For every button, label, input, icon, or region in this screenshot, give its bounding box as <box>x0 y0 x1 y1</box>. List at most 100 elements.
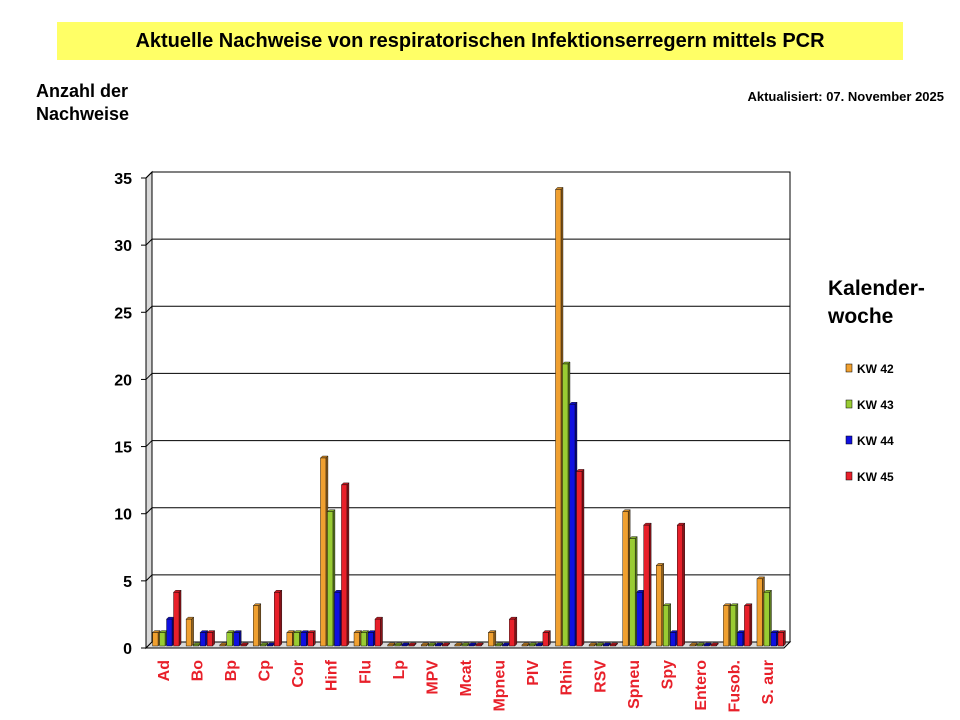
gridline-diagonal <box>145 373 153 380</box>
bar-side <box>548 630 551 647</box>
bar-side <box>648 522 652 647</box>
bar <box>454 644 461 647</box>
bar <box>677 524 683 647</box>
gridline-diagonal <box>145 305 153 313</box>
bar <box>267 644 273 647</box>
bar-side <box>493 630 497 647</box>
chart-title-box: Aktuelle Nachweise von respiratorischen … <box>57 22 903 60</box>
updated-date: Aktualisiert: 07. November 2025 <box>747 89 944 104</box>
bar <box>166 618 173 647</box>
bar <box>253 605 259 647</box>
bar-side <box>514 616 518 647</box>
bar <box>730 605 737 647</box>
gridline-diagonal <box>145 440 153 447</box>
bar <box>588 644 595 647</box>
bar <box>240 644 247 647</box>
bar <box>226 632 233 647</box>
bar <box>609 644 616 647</box>
bar-side <box>238 630 242 647</box>
x-tick-label: Fusob. <box>727 660 744 712</box>
bar <box>260 644 266 647</box>
gridline-diagonal <box>145 238 153 246</box>
x-tick-label: Cp <box>257 660 274 682</box>
bar <box>420 644 427 647</box>
bar <box>334 592 341 647</box>
bar <box>233 632 240 647</box>
x-tick-label: Mcat <box>458 659 475 696</box>
x-tick-label: S. aur <box>760 660 777 704</box>
bar-side <box>178 589 182 647</box>
bar <box>569 404 576 647</box>
bar <box>401 644 408 647</box>
bar <box>622 511 629 647</box>
bar-side <box>581 468 585 647</box>
bar <box>656 565 662 647</box>
bar <box>756 578 763 647</box>
bar <box>777 632 784 647</box>
bar <box>408 644 415 647</box>
y-tick-label: 30 <box>114 238 132 255</box>
x-tick-label: Lp <box>391 660 408 680</box>
x-tick-label: Rhin <box>559 660 576 696</box>
bar <box>643 524 650 647</box>
bar <box>387 644 394 647</box>
bar <box>152 632 159 647</box>
x-tick-label: Bo <box>189 660 206 682</box>
bar <box>636 592 643 647</box>
gridline-diagonal <box>145 574 153 582</box>
x-tick-label: Ad <box>156 660 173 681</box>
legend-swatch <box>845 363 853 373</box>
bar <box>353 632 360 647</box>
bar <box>367 632 374 647</box>
bar <box>199 632 206 647</box>
bar <box>274 592 280 647</box>
bar-side <box>380 616 383 647</box>
bar <box>763 592 770 647</box>
bar <box>394 644 401 647</box>
plot-side-wall <box>145 170 153 650</box>
bar <box>320 457 327 647</box>
bar <box>528 644 535 647</box>
y-axis-label-line-2: Nachweise <box>36 104 130 124</box>
bar <box>219 644 226 647</box>
bar <box>509 618 516 647</box>
gridline-diagonal <box>145 507 153 515</box>
bar <box>703 644 710 647</box>
bar <box>300 632 307 647</box>
bar-side <box>191 616 194 647</box>
bar <box>723 605 730 647</box>
bar <box>521 644 528 647</box>
bar <box>468 644 475 647</box>
bar <box>185 618 192 647</box>
x-tick-label: Bp <box>223 660 240 682</box>
x-tick-label: Spneu <box>626 660 643 709</box>
bar-side <box>313 630 316 647</box>
legend-label: KW 45 <box>857 470 894 484</box>
bar <box>629 538 636 647</box>
bar <box>737 632 744 647</box>
bar <box>663 605 669 647</box>
legend-title-line-2: woche <box>828 305 894 328</box>
legend-swatch <box>845 435 853 445</box>
legend-label: KW 44 <box>857 434 894 448</box>
bar <box>542 632 549 647</box>
bar <box>670 632 676 647</box>
bar-side <box>346 482 350 647</box>
x-tick-label: Spy <box>659 660 676 689</box>
bar <box>555 189 562 647</box>
bar-side <box>749 603 753 647</box>
bar <box>293 632 300 647</box>
bar <box>461 644 468 647</box>
bar-side <box>783 630 786 647</box>
bar <box>595 644 602 647</box>
bar <box>576 471 583 647</box>
bar <box>206 632 213 647</box>
legend-label: KW 43 <box>857 398 894 412</box>
bar <box>360 632 367 647</box>
y-tick-label: 5 <box>123 574 132 591</box>
x-tick-label: RSV <box>592 660 609 693</box>
bar <box>710 644 717 647</box>
bar <box>434 644 441 647</box>
legend-label: KW 42 <box>857 362 894 376</box>
x-tick-label: Cor <box>290 660 307 688</box>
